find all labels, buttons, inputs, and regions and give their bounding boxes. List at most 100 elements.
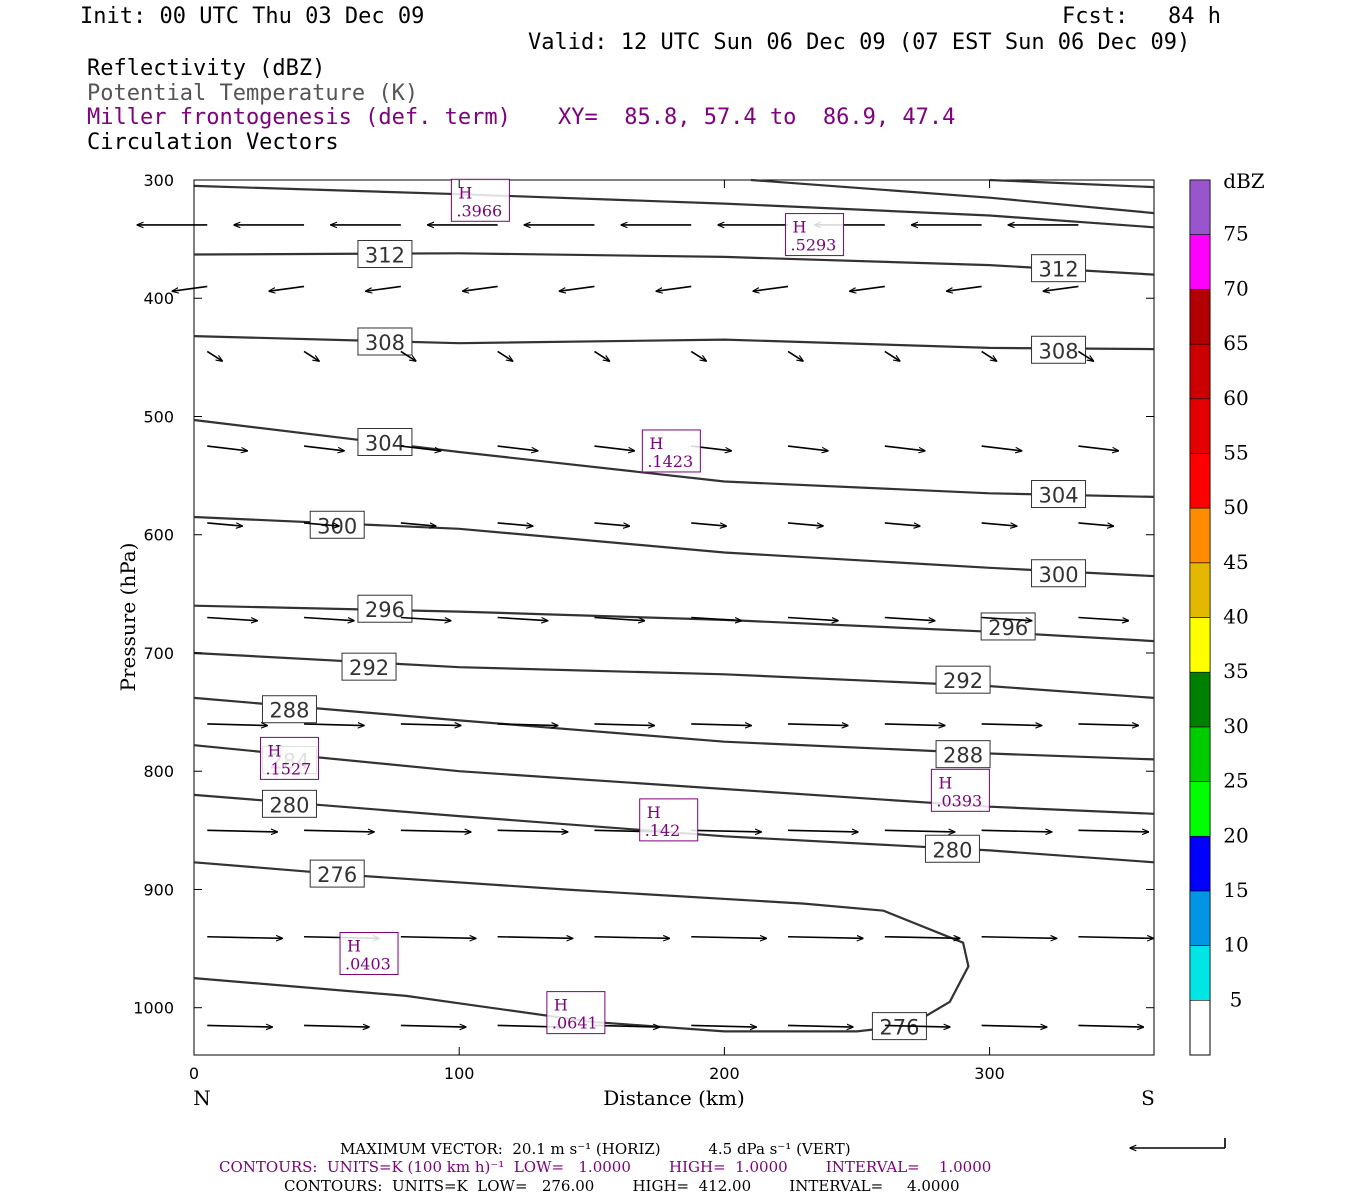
circulation-vector	[884, 445, 925, 451]
theta-contour-label-box	[357, 428, 413, 456]
colorbar-level-label: 65	[1223, 331, 1248, 355]
frontogenesis-max-box	[339, 931, 399, 975]
theta-contour-line	[989, 178, 1155, 189]
circulation-vector	[207, 937, 282, 939]
circulation-vector	[207, 724, 267, 726]
frontogenesis-max-value: .0403	[345, 954, 391, 973]
x-tick-label: 100	[444, 1064, 475, 1083]
colorbar-level-label: 10	[1223, 933, 1248, 957]
theta-contour-label: 296	[365, 598, 405, 622]
theta-contour-line	[193, 744, 1155, 815]
circulation-vector	[400, 616, 451, 621]
y-tick-label: 300	[143, 171, 174, 190]
theta-contour-label-box	[1031, 559, 1087, 588]
theta-contour-line	[193, 696, 1155, 761]
y-tick-label: 500	[143, 407, 174, 426]
circulation-vector	[400, 830, 471, 832]
circulation-vector	[400, 724, 461, 726]
circulation-vector	[559, 285, 595, 291]
colorbar-swatch	[1189, 179, 1211, 235]
x-axis-label: Distance (km)	[603, 1086, 745, 1110]
circulation-vector	[981, 522, 1017, 526]
colorbar-level-label: 50	[1223, 495, 1248, 519]
circulation-vector	[1078, 1025, 1143, 1027]
frontogenesis-max-h: H	[458, 183, 472, 202]
theta-contour-label-box	[357, 327, 413, 356]
theta-contour-label: 308	[1038, 339, 1078, 363]
colorbar-swatch	[1189, 343, 1211, 400]
theta-contour-label-box	[309, 859, 365, 888]
colorbar-title: dBZ	[1223, 169, 1265, 193]
circulation-vector	[981, 830, 1052, 832]
circulation-vector	[981, 724, 1042, 726]
circulation-vector	[947, 285, 982, 291]
circulation-vector	[303, 445, 344, 451]
circulation-vector	[207, 616, 257, 621]
theta-contour-label-box	[341, 652, 397, 681]
frontogenesis-max-h: H	[647, 803, 661, 822]
circulation-vector	[207, 522, 242, 526]
circulation-vector	[497, 445, 538, 451]
circulation-vector	[400, 522, 436, 526]
circulation-vector	[207, 1025, 272, 1027]
y-axis-label: Pressure (hPa)	[116, 543, 140, 692]
circulation-vector	[303, 522, 339, 526]
circulation-vector	[207, 830, 277, 832]
colorbar-swatch	[1189, 617, 1211, 673]
circulation-vector	[1078, 616, 1128, 621]
frontogenesis-max-box	[639, 798, 699, 842]
y-tick-label: 1000	[133, 999, 174, 1018]
theta-contour-line	[750, 178, 1155, 215]
frontogenesis-max-value: .1423	[647, 452, 693, 471]
circulation-vector	[850, 285, 885, 291]
circulation-vector	[884, 350, 900, 361]
circulation-vector	[690, 350, 706, 361]
theta-contour-label-box	[1031, 254, 1087, 283]
theta-contour-label: 300	[1038, 563, 1078, 587]
frontogenesis-max-value: .0641	[552, 1014, 598, 1033]
colorbar-swatch	[1189, 671, 1211, 728]
circulation-vector	[691, 830, 761, 832]
colorbar-swatch	[1189, 945, 1211, 1001]
circulation-vector	[206, 350, 222, 361]
circulation-vector	[1078, 724, 1138, 726]
init-time: Init: 00 UTC Thu 03 Dec 09	[80, 4, 425, 29]
frontogenesis-max-h: H	[267, 741, 281, 760]
circulation-vector	[884, 1025, 950, 1027]
theta-contour-label: 308	[365, 331, 405, 355]
theta-contour-label-box	[935, 665, 991, 694]
contour-note-theta: CONTOURS: UNITS=K LOW= 276.00 HIGH= 412.…	[284, 1177, 960, 1195]
circulation-vector	[691, 616, 741, 621]
circulation-vector	[981, 350, 997, 361]
circulation-vector	[207, 445, 247, 451]
theta-contour-label: 304	[365, 432, 405, 456]
circulation-vector	[788, 724, 848, 726]
circulation-vector	[1078, 522, 1113, 526]
field-theta: Potential Temperature (K)	[87, 81, 419, 106]
frontogenesis-max-value: .1527	[265, 759, 311, 778]
colorbar-level-label: 15	[1223, 878, 1248, 902]
circulation-vector	[1078, 937, 1153, 939]
circulation-vector	[691, 1025, 756, 1027]
colorbar-swatch	[1189, 781, 1211, 837]
theta-contour-label: 312	[365, 243, 405, 267]
colorbar-level-label: 35	[1223, 659, 1248, 683]
circulation-vector	[884, 830, 955, 832]
frontogenesis-max-value: .142	[645, 821, 681, 840]
circulation-vector	[400, 937, 476, 939]
theta-contour-line	[193, 793, 1155, 864]
theta-contour-label: 292	[349, 656, 389, 680]
theta-contour-label-box	[1031, 335, 1087, 364]
theta-contour-label: 304	[1038, 484, 1078, 508]
colorbar-swatch	[1189, 398, 1211, 454]
circulation-vector	[594, 937, 669, 939]
frontogenesis-max-box	[930, 768, 990, 812]
colorbar-level-label: 75	[1223, 222, 1248, 246]
circulation-vector	[1078, 445, 1118, 451]
theta-contour-label: 276	[317, 863, 357, 887]
circulation-vector	[304, 830, 374, 832]
colorbar-swatch	[1189, 835, 1211, 892]
circulation-vector	[497, 616, 548, 621]
circulation-vector	[691, 724, 751, 726]
circulation-vector	[981, 616, 1032, 621]
